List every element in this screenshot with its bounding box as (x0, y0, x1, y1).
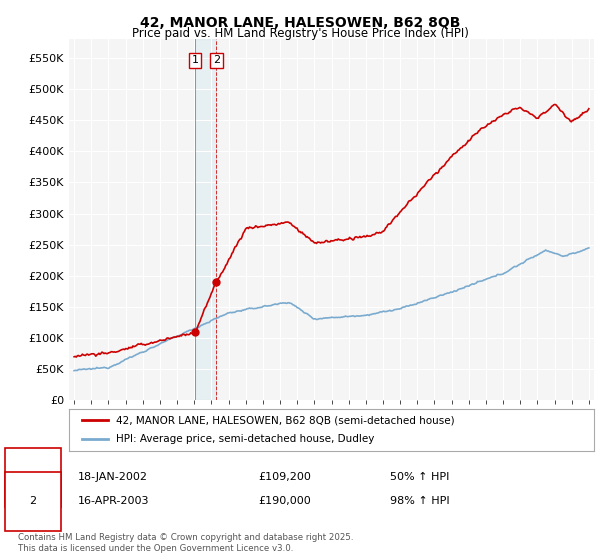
Text: 50% ↑ HPI: 50% ↑ HPI (390, 472, 449, 482)
Text: 2: 2 (29, 496, 37, 506)
Text: 42, MANOR LANE, HALESOWEN, B62 8QB: 42, MANOR LANE, HALESOWEN, B62 8QB (140, 16, 460, 30)
Text: Contains HM Land Registry data © Crown copyright and database right 2025.
This d: Contains HM Land Registry data © Crown c… (18, 533, 353, 553)
Bar (195, 39, 217, 400)
Text: 2: 2 (213, 55, 220, 66)
Text: 1: 1 (191, 55, 199, 66)
Text: 1: 1 (29, 472, 37, 482)
Text: 16-APR-2003: 16-APR-2003 (78, 496, 149, 506)
Text: 98% ↑ HPI: 98% ↑ HPI (390, 496, 449, 506)
Text: 42, MANOR LANE, HALESOWEN, B62 8QB (semi-detached house): 42, MANOR LANE, HALESOWEN, B62 8QB (semi… (116, 415, 455, 425)
Text: Price paid vs. HM Land Registry's House Price Index (HPI): Price paid vs. HM Land Registry's House … (131, 27, 469, 40)
Text: £109,200: £109,200 (258, 472, 311, 482)
Text: HPI: Average price, semi-detached house, Dudley: HPI: Average price, semi-detached house,… (116, 435, 374, 445)
Text: 18-JAN-2002: 18-JAN-2002 (78, 472, 148, 482)
Text: £190,000: £190,000 (258, 496, 311, 506)
